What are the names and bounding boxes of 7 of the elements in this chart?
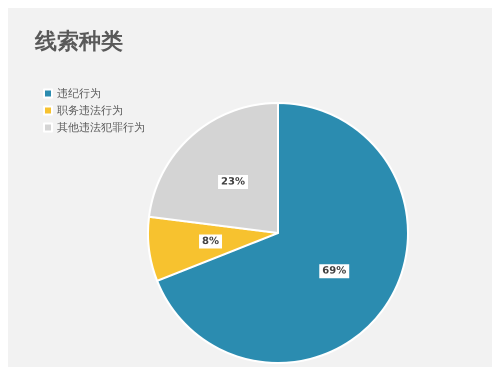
data-label: 8% [202,236,220,248]
data-label: 23% [221,176,245,188]
legend-label: 违纪行为 [57,87,101,100]
data-label: 69% [322,266,346,277]
chart-title: 线索种类 [34,30,123,54]
legend-label: 职务违法行为 [57,104,123,117]
legend-label: 其他违法犯罪行为 [57,121,145,134]
